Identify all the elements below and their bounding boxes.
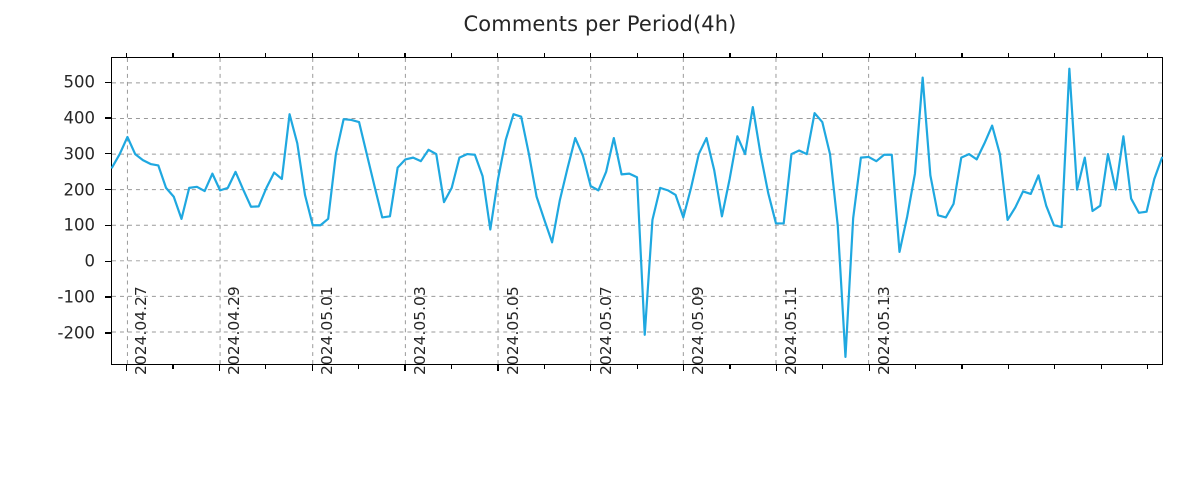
x-axis-minor-tick-mark xyxy=(636,365,638,369)
series-line-comments xyxy=(112,58,1162,364)
y-axis-label: 500 xyxy=(63,72,96,92)
x-axis-minor-tick-mark xyxy=(543,365,545,369)
y-axis-label: 400 xyxy=(63,108,96,128)
y-axis-label: 300 xyxy=(63,144,96,164)
x-axis-minor-tick-mark xyxy=(450,365,453,369)
y-axis-label: 100 xyxy=(63,215,96,235)
y-axis-label: -200 xyxy=(57,323,95,343)
x-axis-tick-mark xyxy=(590,365,592,371)
x-axis-tick-mark xyxy=(311,365,313,371)
x-axis-minor-tick-mark xyxy=(729,365,731,369)
x-axis-minor-tick-mark xyxy=(172,365,174,369)
y-axis-label: 200 xyxy=(63,180,96,199)
x-axis-tick-mark xyxy=(497,365,499,371)
x-axis-minor-tick-mark xyxy=(1100,365,1102,369)
x-axis-minor-tick-mark xyxy=(265,365,267,369)
x-axis-minor-tick-mark xyxy=(1007,365,1009,369)
x-axis-tick-mark xyxy=(868,365,870,371)
page-title: Comments per Period(4h) xyxy=(463,12,737,36)
x-axis-tick-mark xyxy=(404,365,406,371)
x-axis-tick-mark xyxy=(775,365,778,371)
x-axis-minor-tick-mark xyxy=(358,365,360,369)
x-axis-minor-tick-mark xyxy=(1054,365,1056,369)
grid-lines xyxy=(112,58,1162,364)
x-axis-tick-mark xyxy=(682,365,685,371)
y-axis-label: 0 xyxy=(84,251,96,271)
x-axis-minor-tick-mark xyxy=(914,365,917,369)
x-axis-tick-mark xyxy=(125,365,128,371)
y-axis-label: -100 xyxy=(57,287,95,307)
x-axis-minor-tick-mark xyxy=(822,365,824,369)
data-line xyxy=(112,69,1162,357)
x-axis-minor-tick-mark xyxy=(1147,365,1149,369)
plot-area xyxy=(111,57,1163,365)
x-axis-tick-mark xyxy=(218,365,221,371)
x-axis-minor-tick-mark xyxy=(961,365,963,369)
